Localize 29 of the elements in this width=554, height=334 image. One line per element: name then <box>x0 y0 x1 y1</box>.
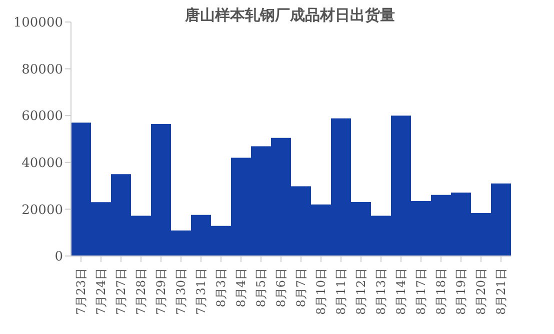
y-tick-label: 100000 <box>13 16 63 31</box>
x-tick-label: 8月20日 <box>474 268 488 315</box>
x-tick-label: 8月19日 <box>454 268 468 315</box>
x-tick-label: 8月12日 <box>354 268 368 315</box>
x-tick-label: 8月21日 <box>494 268 508 315</box>
x-tick-label: 8月18日 <box>434 268 448 315</box>
x-tick-label: 7月23日 <box>74 268 88 315</box>
x-tick-label: 7月27日 <box>114 268 128 315</box>
x-tick-label: 8月13日 <box>374 268 388 315</box>
y-tick-label: 20000 <box>22 202 63 218</box>
x-tick-label: 7月24日 <box>94 268 108 315</box>
y-tick-label: 80000 <box>22 62 63 78</box>
x-tick-label: 7月28日 <box>134 268 148 315</box>
x-tick-label: 8月17日 <box>414 268 428 315</box>
y-tick-label: 60000 <box>22 109 63 124</box>
y-tick-label: 0 <box>54 250 63 265</box>
chart-title: 唐山样本轧钢厂成品材日出货量 <box>184 6 396 25</box>
x-tick-label: 8月6日 <box>274 268 288 308</box>
x-tick-label: 7月29日 <box>154 268 168 315</box>
x-tick-label: 8月10日 <box>314 268 328 315</box>
x-tick-label: 8月5日 <box>254 268 268 308</box>
x-tick-label: 8月7日 <box>294 268 308 308</box>
x-tick-label: 8月3日 <box>214 268 228 308</box>
x-tick-label: 7月31日 <box>194 268 208 315</box>
x-tick-label: 7月30日 <box>174 268 188 315</box>
x-tick-label: 8月14日 <box>394 268 408 315</box>
y-tick-label: 40000 <box>22 156 63 172</box>
x-tick-label: 8月11日 <box>334 268 348 315</box>
x-tick-label: 8月4日 <box>234 268 248 308</box>
